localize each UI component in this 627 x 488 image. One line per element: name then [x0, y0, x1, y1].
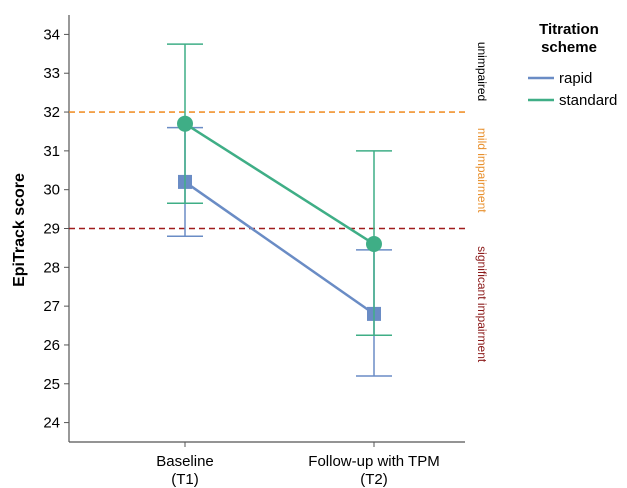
y-tick-label: 34: [43, 26, 60, 43]
axes: [64, 15, 465, 447]
y-tick-label: 27: [43, 298, 60, 315]
y-tick-label: 31: [43, 143, 60, 160]
legend: Titration scheme rapid standard: [528, 21, 617, 109]
y-tick-label: 24: [43, 415, 60, 432]
data-point-standard: [177, 115, 193, 132]
x-category-label-line1: Follow-up with TPM: [308, 453, 439, 470]
tick-labels: 24 25 26 27 28 29 30 31 32 33 34: [43, 26, 60, 431]
x-category-label-line2: (T1): [171, 471, 199, 488]
x-category-label-line2: (T2): [360, 471, 388, 488]
reference-lines: [69, 111, 465, 230]
y-tick-label: 25: [43, 376, 60, 393]
series-line-standard: [184, 122, 375, 246]
legend-items: rapid standard: [528, 70, 617, 109]
y-axis-label: EpiTrack score: [11, 173, 28, 287]
x-category-label-line1: Baseline: [156, 453, 214, 470]
y-tick-label: 33: [43, 65, 60, 82]
legend-label-rapid: rapid: [559, 70, 592, 87]
y-tick-label: 28: [43, 259, 60, 276]
y-tick-label: 26: [43, 337, 60, 354]
series-layer: [167, 43, 392, 377]
series-line-rapid: [184, 180, 375, 315]
data-point-standard: [366, 236, 382, 253]
category-labels: Baseline(T1) Follow-up with TPM(T2): [156, 453, 439, 488]
zone-labels: unimpaired mild impairment significant imp…: [475, 42, 489, 363]
zone-label: unimpaired: [475, 42, 489, 101]
legend-label-standard: standard: [559, 92, 617, 109]
series-standard: [167, 43, 392, 336]
legend-title-line2: scheme: [541, 39, 597, 56]
legend-title-line1: Titration: [539, 21, 599, 38]
zone-label: mild impairment: [475, 128, 489, 213]
series-rapid: [167, 126, 392, 377]
y-tick-label: 30: [43, 182, 60, 199]
y-tick-label: 32: [43, 104, 60, 121]
zone-label: significant impairment: [475, 246, 489, 363]
y-tick-label: 29: [43, 221, 60, 238]
